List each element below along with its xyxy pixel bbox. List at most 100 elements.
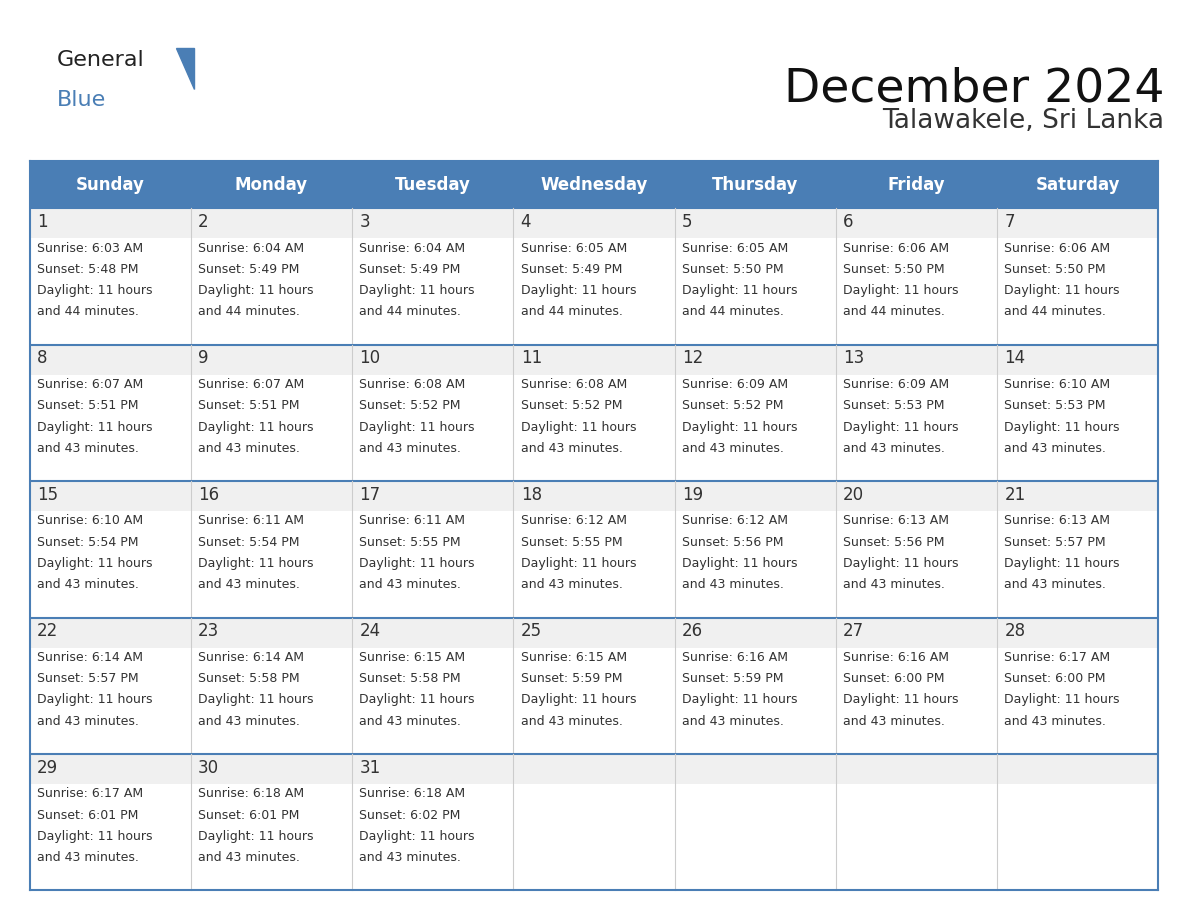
Text: 19: 19 (682, 486, 703, 504)
Bar (836, 784, 997, 890)
Text: 22: 22 (37, 622, 58, 640)
Bar (513, 784, 675, 890)
Text: Sunset: 5:51 PM: Sunset: 5:51 PM (198, 399, 299, 412)
Bar (513, 375, 675, 481)
Text: and 43 minutes.: and 43 minutes. (37, 715, 139, 728)
Text: Daylight: 11 hours: Daylight: 11 hours (843, 285, 959, 297)
Text: Sunrise: 6:05 AM: Sunrise: 6:05 AM (682, 241, 788, 254)
Text: and 43 minutes.: and 43 minutes. (37, 578, 139, 591)
Text: Daylight: 11 hours: Daylight: 11 hours (360, 557, 475, 570)
Text: Sunrise: 6:05 AM: Sunrise: 6:05 AM (520, 241, 627, 254)
Bar (513, 481, 675, 618)
Bar (191, 754, 352, 890)
Text: Sunrise: 6:14 AM: Sunrise: 6:14 AM (37, 651, 143, 664)
Text: Daylight: 11 hours: Daylight: 11 hours (1004, 693, 1120, 706)
Text: Sunrise: 6:06 AM: Sunrise: 6:06 AM (1004, 241, 1111, 254)
Text: Sunset: 5:52 PM: Sunset: 5:52 PM (682, 399, 783, 412)
Text: Sunrise: 6:15 AM: Sunrise: 6:15 AM (360, 651, 466, 664)
Text: 14: 14 (1004, 350, 1025, 367)
Text: 25: 25 (520, 622, 542, 640)
Text: 18: 18 (520, 486, 542, 504)
Text: Daylight: 11 hours: Daylight: 11 hours (37, 830, 152, 843)
Text: Sunrise: 6:06 AM: Sunrise: 6:06 AM (843, 241, 949, 254)
Text: 30: 30 (198, 758, 220, 777)
Text: Daylight: 11 hours: Daylight: 11 hours (360, 830, 475, 843)
Bar (30, 754, 191, 890)
Text: Sunrise: 6:10 AM: Sunrise: 6:10 AM (37, 514, 143, 528)
Text: Sunrise: 6:13 AM: Sunrise: 6:13 AM (843, 514, 949, 528)
Text: and 43 minutes.: and 43 minutes. (37, 442, 139, 454)
Text: Daylight: 11 hours: Daylight: 11 hours (520, 557, 636, 570)
Text: Sunset: 6:00 PM: Sunset: 6:00 PM (1004, 672, 1106, 685)
Text: and 43 minutes.: and 43 minutes. (520, 442, 623, 454)
Text: 2: 2 (198, 213, 209, 231)
Polygon shape (176, 48, 194, 89)
Bar (30, 208, 191, 345)
Text: Sunrise: 6:17 AM: Sunrise: 6:17 AM (37, 788, 143, 800)
Bar (513, 511, 675, 618)
Text: and 43 minutes.: and 43 minutes. (198, 715, 301, 728)
Text: Daylight: 11 hours: Daylight: 11 hours (37, 693, 152, 706)
Text: Sunrise: 6:14 AM: Sunrise: 6:14 AM (198, 651, 304, 664)
Text: 31: 31 (360, 758, 380, 777)
Text: Daylight: 11 hours: Daylight: 11 hours (1004, 557, 1120, 570)
Text: Daylight: 11 hours: Daylight: 11 hours (520, 285, 636, 297)
Text: and 43 minutes.: and 43 minutes. (360, 715, 461, 728)
Text: and 44 minutes.: and 44 minutes. (682, 306, 784, 319)
Bar (675, 239, 836, 345)
Text: Sunrise: 6:08 AM: Sunrise: 6:08 AM (360, 378, 466, 391)
Bar (836, 511, 997, 618)
Text: Saturday: Saturday (1036, 175, 1120, 194)
Bar (997, 618, 1158, 754)
Text: 12: 12 (682, 350, 703, 367)
Bar (191, 647, 352, 754)
Text: Sunset: 5:51 PM: Sunset: 5:51 PM (37, 399, 139, 412)
Text: Sunrise: 6:16 AM: Sunrise: 6:16 AM (682, 651, 788, 664)
Bar (513, 208, 675, 345)
Text: and 43 minutes.: and 43 minutes. (843, 715, 944, 728)
Text: 10: 10 (360, 350, 380, 367)
Bar (675, 345, 836, 481)
Text: Sunrise: 6:15 AM: Sunrise: 6:15 AM (520, 651, 627, 664)
Bar (836, 754, 997, 890)
Text: Sunset: 5:49 PM: Sunset: 5:49 PM (360, 263, 461, 276)
Bar (997, 511, 1158, 618)
Bar (191, 784, 352, 890)
Text: Daylight: 11 hours: Daylight: 11 hours (843, 693, 959, 706)
Text: 3: 3 (360, 213, 369, 231)
Text: Sunrise: 6:10 AM: Sunrise: 6:10 AM (1004, 378, 1111, 391)
Bar (997, 784, 1158, 890)
Bar (191, 511, 352, 618)
Text: Sunrise: 6:03 AM: Sunrise: 6:03 AM (37, 241, 143, 254)
Text: Sunset: 5:50 PM: Sunset: 5:50 PM (843, 263, 944, 276)
Text: and 44 minutes.: and 44 minutes. (520, 306, 623, 319)
Bar (30, 784, 191, 890)
Text: 27: 27 (843, 622, 864, 640)
Text: Sunset: 5:59 PM: Sunset: 5:59 PM (520, 672, 623, 685)
Text: Friday: Friday (887, 175, 946, 194)
Text: Sunset: 5:58 PM: Sunset: 5:58 PM (198, 672, 299, 685)
Bar (352, 618, 513, 754)
Text: 7: 7 (1004, 213, 1015, 231)
Text: 23: 23 (198, 622, 220, 640)
Text: and 43 minutes.: and 43 minutes. (37, 851, 139, 864)
Text: 24: 24 (360, 622, 380, 640)
Bar (675, 784, 836, 890)
Text: Daylight: 11 hours: Daylight: 11 hours (37, 285, 152, 297)
Bar (997, 481, 1158, 618)
Text: and 43 minutes.: and 43 minutes. (198, 442, 301, 454)
Text: Sunset: 5:55 PM: Sunset: 5:55 PM (360, 536, 461, 549)
Text: and 44 minutes.: and 44 minutes. (360, 306, 461, 319)
Text: Blue: Blue (57, 90, 106, 110)
Text: and 44 minutes.: and 44 minutes. (843, 306, 944, 319)
Bar (352, 754, 513, 890)
Text: Sunrise: 6:09 AM: Sunrise: 6:09 AM (682, 378, 788, 391)
Bar (191, 618, 352, 754)
Text: 11: 11 (520, 350, 542, 367)
Bar (191, 345, 352, 481)
Bar (191, 481, 352, 618)
Bar (997, 208, 1158, 345)
Text: 28: 28 (1004, 622, 1025, 640)
Text: and 43 minutes.: and 43 minutes. (520, 578, 623, 591)
Text: Sunrise: 6:18 AM: Sunrise: 6:18 AM (360, 788, 466, 800)
